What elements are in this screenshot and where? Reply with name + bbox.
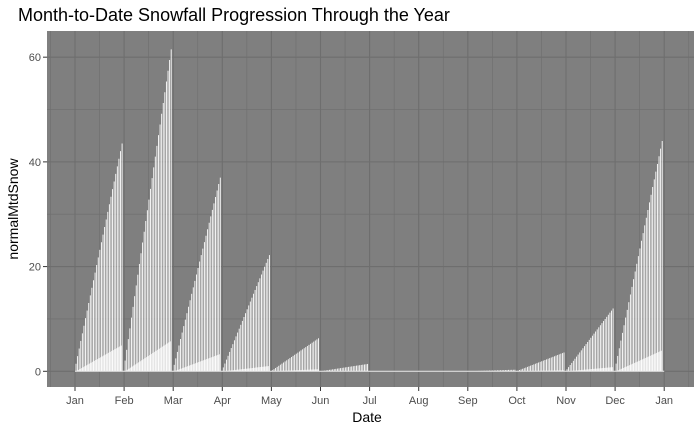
chart-title: Month-to-Date Snowfall Progression Throu… bbox=[18, 5, 450, 25]
x-axis-title: Date bbox=[352, 409, 382, 425]
x-tick-label: Jan bbox=[66, 395, 84, 407]
x-tick-label: Mar bbox=[164, 395, 183, 407]
x-tick-label: Oct bbox=[508, 395, 525, 407]
y-axis-title: normalMtdSnow bbox=[5, 158, 21, 260]
x-tick-label: Jun bbox=[312, 395, 330, 407]
x-tick-label: Jul bbox=[363, 395, 377, 407]
x-tick-label: Dec bbox=[605, 395, 625, 407]
plot-panel bbox=[47, 31, 694, 387]
y-tick-label: 60 bbox=[29, 52, 41, 64]
y-tick-label: 0 bbox=[35, 366, 41, 378]
x-tick-label: May bbox=[261, 395, 282, 407]
y-tick-label: 20 bbox=[29, 262, 41, 274]
x-tick-label: Feb bbox=[115, 395, 134, 407]
grid-layer bbox=[47, 31, 694, 387]
x-tick-label: Nov bbox=[556, 395, 576, 407]
x-tick-label: Aug bbox=[409, 395, 429, 407]
y-tick-label: 40 bbox=[29, 157, 41, 169]
bars-layer bbox=[75, 49, 665, 372]
axes-layer: 0 20 40 60 Jan Feb Mar Apr May Jun Jul Aug Sep Oct Nov… bbox=[29, 52, 673, 407]
x-tick-label: Jan bbox=[655, 395, 673, 407]
x-tick-label: Sep bbox=[458, 395, 478, 407]
x-tick-label: Apr bbox=[214, 395, 231, 407]
